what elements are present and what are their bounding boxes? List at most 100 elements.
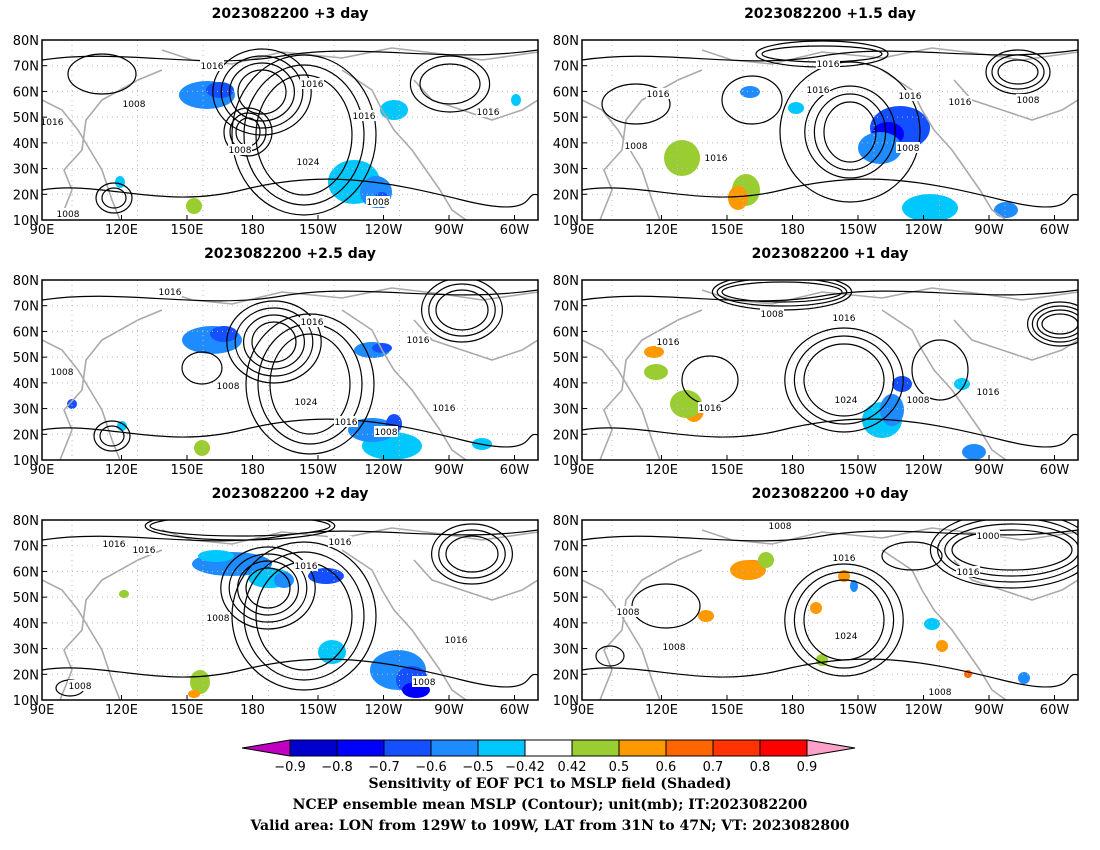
contour-label-bg [956,566,980,577]
latitude-label: 40N [553,137,579,152]
isobar-contour [67,53,137,95]
isobar-contour [220,55,304,129]
colorbar-tick-label: 0.9 [797,760,818,775]
latitude-label: 20N [553,188,579,203]
latitude-label: 30N [13,163,39,178]
longitude-label: 60W [1040,223,1070,238]
isobar-contour [793,571,895,669]
longitude-label: 150E [170,703,203,718]
longitude-label: 60W [500,703,530,718]
map-frame [41,279,539,461]
contour-label-bg [206,612,230,623]
colorbar-tick-label: −0.5 [462,760,494,775]
contour-label-bg [656,336,680,347]
sensitivity-shading [994,202,1018,218]
map-frame [41,39,539,221]
isobar-contour [438,529,506,579]
isobar-contour [813,93,887,171]
contour-label: 1008 [625,142,648,152]
longitude-label: 60W [1040,463,1070,478]
longitude-label: 120W [365,703,403,718]
longitude-label: 120E [645,463,678,478]
isobar-contour [101,187,127,209]
longitude-label: 90E [30,463,55,478]
contour-label-bg [216,380,240,391]
colorbar-segment [430,739,479,757]
sensitivity-shading [115,176,125,188]
contour-label-bg [50,366,74,377]
sensitivity-shading [511,94,521,106]
sensitivity-shading [380,100,408,120]
contour-label: 1016 [899,92,922,102]
longitude-label: 90W [974,463,1004,478]
sensitivity-shading [730,560,766,580]
coastline [599,69,703,220]
contour-label-bg [412,676,436,687]
isobar-contour [595,645,625,667]
isobar-contour [231,54,377,216]
contour-label-bg [834,394,858,405]
contour-label: 1008 [769,522,792,532]
map-frame [581,519,1079,701]
longitude-label: 120E [105,223,138,238]
isobar-contour [582,658,1078,688]
colorbar-tick-label: 0.5 [609,760,630,775]
latitude-label: 50N [553,111,579,126]
latitude-label: 10N [13,694,39,709]
coastline [413,559,538,601]
isobar-contour [228,553,308,623]
isobar-contour [93,420,131,452]
panel-title: 2023082200 +2 day [211,486,369,502]
contour-label-bg [906,394,930,405]
latitude-label: 70N [553,540,579,555]
longitude-label: 150E [710,463,743,478]
latitude-label: 20N [13,188,39,203]
coastline [42,579,121,700]
contour-label-bg [806,84,830,95]
isobar-contour [42,658,538,688]
contour-label: 1016 [103,540,126,550]
contour-label-bg [948,96,972,107]
contour-label: 1008 [413,678,436,688]
longitude-label: 90E [570,703,595,718]
latitude-label: 50N [553,591,579,606]
longitude-label: 150W [839,463,877,478]
isobar-contour [42,529,538,542]
isobar-contour [243,551,365,681]
latitude-label: 50N [13,351,39,366]
longitude-label: 90W [434,703,464,718]
contour-label: 1016 [817,60,840,70]
contour-label-bg [898,90,922,101]
contour-label: 1008 [367,198,390,208]
colorbar-tick-label: −0.9 [274,760,306,775]
longitude-label: 90E [570,463,595,478]
contour-label-bg [646,88,670,99]
contour-label-bg [294,560,318,571]
longitude-label: 150W [299,223,337,238]
latitude-label: 40N [553,617,579,632]
contour-label-bg [334,416,358,427]
contour-label-bg [976,386,1000,397]
contour-label-bg [476,106,500,117]
coastline [59,549,163,700]
contour-label-bg [616,606,640,617]
isobar-contour [255,74,353,196]
contour-label: 1016 [301,80,324,90]
colorbar-segment [289,739,338,757]
isobar-contour [582,418,1078,448]
sensitivity-shading [924,618,940,630]
longitude-label: 60W [1040,703,1070,718]
colorbar-segment [524,739,573,757]
coastline [599,309,703,460]
latitude-label: 70N [13,60,39,75]
colorbar: −0.9 −0.8 −0.7 −0.6 −0.5 −0.42 0.42 0.5 0.6 0.7 0.… [241,739,856,775]
isobar-contour [721,281,843,303]
longitude-label: 120W [905,703,943,718]
coastline [881,549,1007,700]
latitude-label: 60N [13,85,39,100]
latitude-label: 50N [553,351,579,366]
latitude-label: 80N [13,514,39,529]
sensitivity-shading [308,568,344,584]
contour-label: 1016 [445,636,468,646]
panel-title: 2023082200 +1.5 day [744,6,916,22]
